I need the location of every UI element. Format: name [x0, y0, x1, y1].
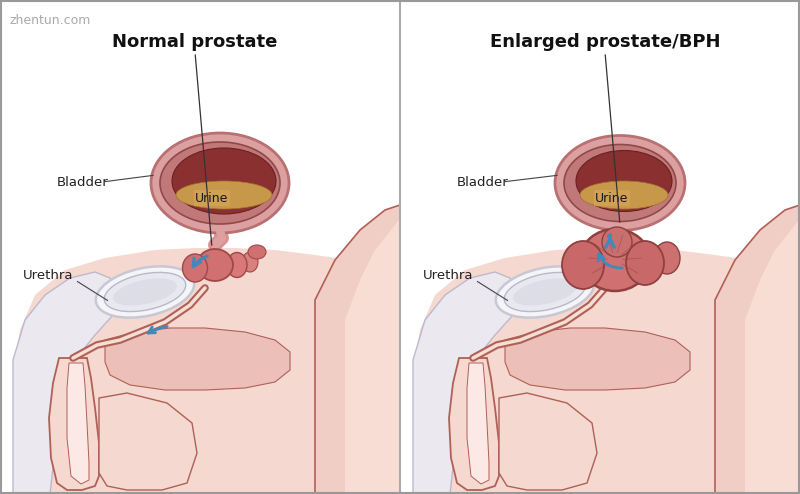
Polygon shape [105, 328, 290, 390]
Text: zhentun.com: zhentun.com [10, 14, 91, 27]
Polygon shape [499, 393, 597, 490]
Text: Normal prostate: Normal prostate [112, 33, 278, 51]
Polygon shape [99, 393, 197, 490]
Polygon shape [315, 205, 400, 494]
Text: Urine: Urine [195, 192, 229, 205]
Text: Bladder: Bladder [57, 175, 109, 189]
Polygon shape [505, 328, 690, 390]
Ellipse shape [496, 266, 594, 318]
Ellipse shape [113, 279, 177, 306]
Ellipse shape [513, 279, 577, 306]
Ellipse shape [242, 252, 258, 272]
Polygon shape [413, 248, 800, 494]
Polygon shape [49, 358, 99, 490]
Polygon shape [715, 205, 800, 494]
Ellipse shape [564, 145, 676, 221]
Ellipse shape [654, 242, 680, 274]
Text: Urethra: Urethra [423, 269, 474, 282]
Polygon shape [13, 272, 117, 494]
Ellipse shape [104, 272, 186, 312]
Ellipse shape [197, 249, 233, 281]
Ellipse shape [576, 151, 672, 211]
Ellipse shape [160, 142, 280, 224]
Polygon shape [449, 358, 499, 490]
Polygon shape [413, 272, 517, 494]
Ellipse shape [626, 241, 664, 285]
Text: Enlarged prostate/BPH: Enlarged prostate/BPH [490, 33, 720, 51]
Ellipse shape [151, 133, 289, 233]
Ellipse shape [248, 245, 266, 259]
Ellipse shape [504, 272, 586, 312]
Ellipse shape [227, 252, 247, 278]
Ellipse shape [96, 266, 194, 318]
Ellipse shape [182, 254, 207, 282]
Polygon shape [467, 363, 489, 484]
Ellipse shape [602, 227, 632, 257]
Text: Bladder: Bladder [457, 175, 509, 189]
Ellipse shape [562, 241, 604, 289]
Polygon shape [13, 248, 400, 494]
Text: Urine: Urine [595, 192, 629, 205]
Polygon shape [745, 218, 800, 494]
Ellipse shape [555, 135, 685, 231]
Ellipse shape [176, 181, 272, 209]
Polygon shape [345, 218, 400, 494]
Polygon shape [67, 363, 89, 484]
Text: Urethra: Urethra [23, 269, 74, 282]
Ellipse shape [580, 181, 668, 209]
Ellipse shape [580, 229, 650, 291]
Ellipse shape [172, 148, 276, 214]
